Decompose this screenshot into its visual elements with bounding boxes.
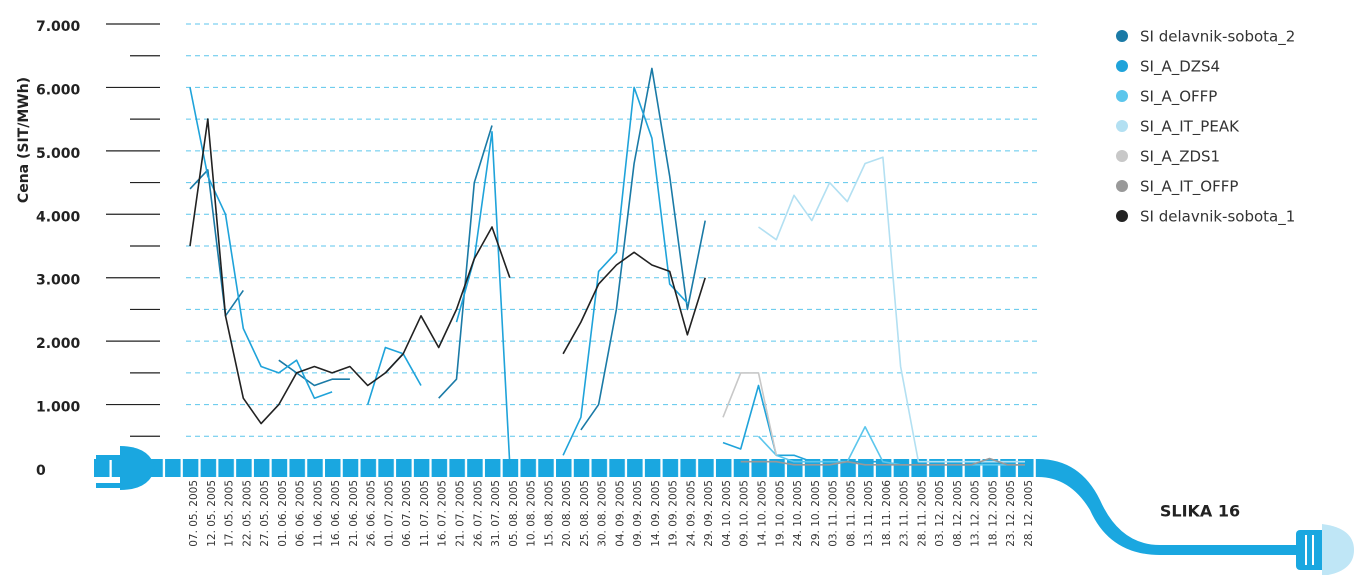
x-tick-label: 13. 11. 2005 [863,480,875,547]
legend-label: SI_A_IT_OFFP [1140,178,1238,197]
x-tick-label: 04. 10. 2005 [721,480,733,547]
series-line [189,67,706,431]
series-line [757,426,1025,466]
y-tick-label: 1.000 [36,400,81,416]
x-tick-label: 03. 12. 2005 [934,480,946,547]
x-tick-label: 31. 07. 2005 [490,480,502,547]
x-tick-label: 06. 07. 2005 [401,480,413,547]
cable-band [94,459,1039,477]
y-tick-label: 6.000 [36,82,81,98]
legend-label: SI delavnik-sobota_1 [1140,208,1295,227]
series-line [740,457,1025,466]
x-tick-label: 07. 05. 2005 [188,480,200,547]
series-line [722,372,778,456]
socket-body [1296,530,1326,570]
socket-head [1322,524,1354,575]
legend-marker [1116,30,1128,42]
x-tick-label: 30. 08. 2005 [597,480,609,547]
x-tick-label: 26. 07. 2005 [472,480,484,547]
x-tick-label: 14. 10. 2005 [757,480,769,547]
plot: 0 1.000 2.000 3.000 4.000 5.000 6.000 7.000 07. … [36,19,1295,547]
x-tick-label: 01. 07. 2005 [383,480,395,547]
x-tick-label: 05. 08. 2005 [508,480,520,547]
x-tick-label: 24. 09. 2005 [685,480,697,547]
x-tick-label: 13. 12. 2005 [970,480,982,547]
series-line [189,86,1025,466]
x-tick-label: 19. 10. 2005 [774,480,786,547]
x-tick-label: 26. 06. 2005 [366,480,378,547]
legend-marker [1116,150,1128,162]
x-tick-label: 01. 06. 2005 [277,480,289,547]
plug-cable [94,446,1354,575]
legend-label: SI_A_DZS4 [1140,58,1220,77]
x-tick-label: 17. 05. 2005 [224,480,236,547]
y-axis-title: Cena (SIT/MWh) [16,77,32,203]
x-tick-label: 11. 07. 2005 [419,480,431,547]
x-tick-label: 14. 09. 2005 [650,480,662,547]
x-tick-label: 27. 05. 2005 [259,480,271,547]
y-tick-label: 4.000 [36,209,81,225]
y-tick-label: 5.000 [36,146,81,162]
x-tick-label: 19. 09. 2005 [668,480,680,547]
legend-label: SI_A_IT_PEAK [1140,118,1240,137]
x-tick-label: 22. 05. 2005 [241,480,253,547]
legend-marker [1116,180,1128,192]
caption: SLIKA 16 [1160,502,1240,521]
legend-marker [1116,90,1128,102]
x-tick-label: 06. 06. 2005 [295,480,307,547]
x-tick-label: 25. 08. 2005 [579,480,591,547]
x-tick-label: 09. 09. 2005 [632,480,644,547]
legend-marker [1116,210,1128,222]
x-tick-label: 29. 09. 2005 [703,480,715,547]
x-tick-label: 12. 05. 2005 [206,480,218,547]
x-tick-label: 20. 08. 2005 [561,480,573,547]
x-tick-label: 11. 06. 2005 [312,480,324,547]
legend-label: SI_A_OFFP [1140,88,1217,107]
legend-label: SI delavnik-sobota_2 [1140,28,1295,47]
legend-marker [1116,60,1128,72]
x-tick-label: 08. 12. 2005 [952,480,964,547]
legend-label: SI_A_ZDS1 [1140,148,1220,167]
x-tick-label: 16. 06. 2005 [330,480,342,547]
legend-marker [1116,120,1128,132]
x-tick-label: 16. 07. 2005 [437,480,449,547]
x-tick-label: 21. 06. 2005 [348,480,360,547]
x-tick-label: 21. 07. 2005 [454,480,466,547]
plug-head [120,446,155,490]
x-tick-label: 03. 11. 2005 [828,480,840,547]
x-tick-label: 18. 12. 2005 [987,480,999,547]
x-tick-label: 28. 12. 2005 [1023,480,1035,547]
x-tick-label: 23. 11. 2005 [899,480,911,547]
x-tick-label: 15. 08. 2005 [543,480,555,547]
plug-prong [96,455,122,460]
y-tick-label: 0 [36,463,46,479]
series-line [189,118,706,425]
x-tick-label: 23. 12. 2005 [1005,480,1017,547]
x-tick-label: 18. 11. 2006 [881,480,893,547]
y-tick-label: 3.000 [36,273,81,289]
y-tick-label: 7.000 [36,19,81,35]
x-tick-label: 04. 09. 2005 [614,480,626,547]
x-tick-label: 29. 10. 2005 [810,480,822,547]
x-tick-label: 28. 11. 2005 [916,480,928,547]
cable-curve [1038,459,1305,555]
x-tick-label: 08. 11. 2005 [845,480,857,547]
x-tick-label: 09. 10. 2005 [739,480,751,547]
x-tick-label: 10. 08. 2005 [526,480,538,547]
plug-prong [96,483,122,488]
y-tick-label: 2.000 [36,336,81,352]
x-tick-label: 24. 10. 2005 [792,480,804,547]
